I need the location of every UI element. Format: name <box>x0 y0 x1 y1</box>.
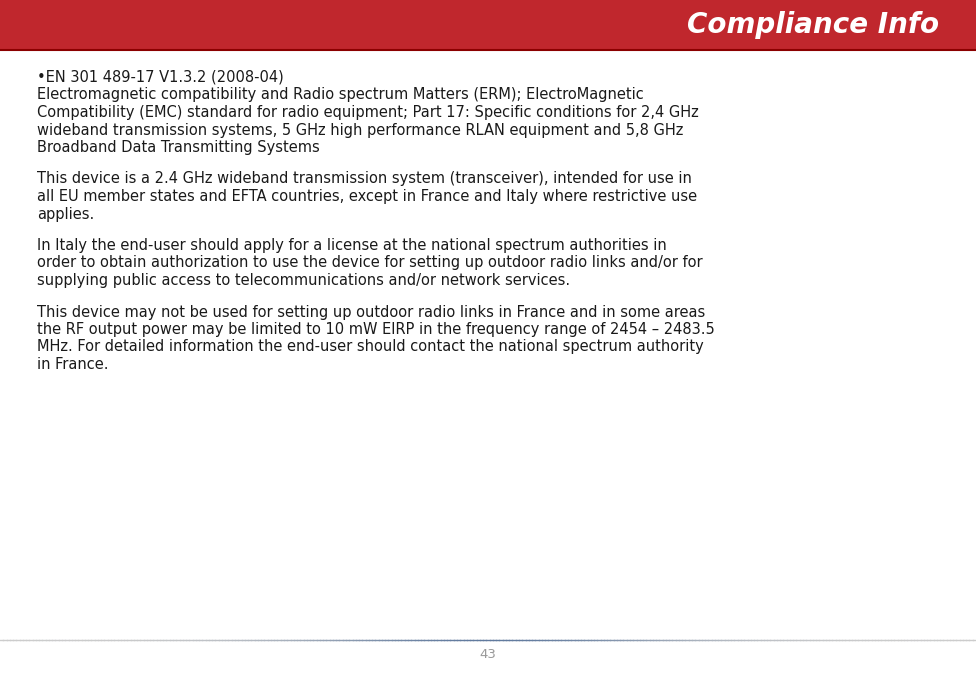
Text: 43: 43 <box>479 648 497 661</box>
Text: Broadband Data Transmitting Systems: Broadband Data Transmitting Systems <box>37 140 320 155</box>
Text: the RF output power may be limited to 10 mW EIRP in the frequency range of 2454 : the RF output power may be limited to 10… <box>37 322 714 337</box>
Text: In Italy the end-user should apply for a license at the national spectrum author: In Italy the end-user should apply for a… <box>37 238 667 253</box>
Text: •EN 301 489-17 V1.3.2 (2008-04): •EN 301 489-17 V1.3.2 (2008-04) <box>37 70 284 85</box>
Text: supplying public access to telecommunications and/or network services.: supplying public access to telecommunica… <box>37 273 570 288</box>
Text: wideband transmission systems, 5 GHz high performance RLAN equipment and 5,8 GHz: wideband transmission systems, 5 GHz hig… <box>37 122 683 138</box>
Text: all EU member states and EFTA countries, except in France and Italy where restri: all EU member states and EFTA countries,… <box>37 189 697 204</box>
Text: This device is a 2.4 GHz wideband transmission system (transceiver), intended fo: This device is a 2.4 GHz wideband transm… <box>37 171 692 186</box>
Text: order to obtain authorization to use the device for setting up outdoor radio lin: order to obtain authorization to use the… <box>37 256 703 271</box>
Text: in France.: in France. <box>37 357 108 372</box>
Text: Compatibility (EMC) standard for radio equipment; Part 17: Specific conditions f: Compatibility (EMC) standard for radio e… <box>37 105 699 120</box>
Text: This device may not be used for setting up outdoor radio links in France and in : This device may not be used for setting … <box>37 304 706 319</box>
Text: Compliance Info: Compliance Info <box>687 11 939 39</box>
Text: Electromagnetic compatibility and Radio spectrum Matters (ERM); ElectroMagnetic: Electromagnetic compatibility and Radio … <box>37 88 644 103</box>
Text: applies.: applies. <box>37 207 95 221</box>
Text: MHz. For detailed information the end-user should contact the national spectrum : MHz. For detailed information the end-us… <box>37 340 704 354</box>
Bar <box>0 0 976 50</box>
